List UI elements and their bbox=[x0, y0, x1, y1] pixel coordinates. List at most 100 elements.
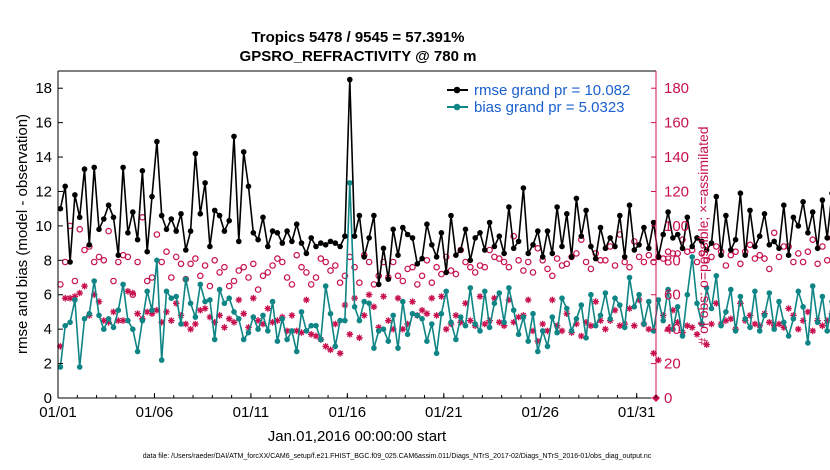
obs-possible-point bbox=[283, 274, 291, 281]
obs-possible-point bbox=[746, 241, 754, 249]
rmse-point bbox=[149, 193, 155, 200]
bias-point bbox=[568, 328, 575, 334]
obs-possible-point bbox=[452, 270, 460, 278]
rmse-point bbox=[347, 76, 353, 83]
obs-assimilated-point bbox=[486, 317, 493, 324]
bias-point bbox=[57, 364, 64, 370]
obs-possible-point bbox=[819, 243, 826, 250]
obs-possible-point bbox=[351, 263, 358, 271]
obs-assimilated-point bbox=[582, 319, 590, 326]
obs-possible-point bbox=[794, 250, 802, 257]
rmse-point bbox=[81, 166, 88, 172]
obs-possible-point bbox=[336, 279, 344, 287]
rmse-point bbox=[419, 255, 425, 262]
bias-point bbox=[134, 348, 141, 355]
y-tick-label: 6 bbox=[44, 287, 52, 304]
obs-assimilated-point bbox=[259, 320, 267, 328]
rmse-point bbox=[443, 269, 450, 276]
bias-point bbox=[231, 309, 237, 315]
bias-point bbox=[612, 295, 618, 302]
bias-point bbox=[72, 297, 78, 303]
bias-point bbox=[289, 328, 295, 334]
obs-possible-point bbox=[90, 258, 98, 266]
rmse-point bbox=[477, 230, 483, 236]
bias-point bbox=[274, 338, 281, 345]
obs-possible-point bbox=[298, 263, 305, 271]
obs-possible-point bbox=[230, 277, 238, 285]
rmse-point bbox=[110, 214, 117, 221]
obs-assimilated-point bbox=[524, 296, 532, 304]
obs-assimilated-point bbox=[438, 293, 445, 300]
obs-possible-point bbox=[250, 260, 257, 268]
rmse-point bbox=[564, 211, 570, 217]
obs-assimilated-point bbox=[819, 322, 826, 329]
obs-possible-point bbox=[264, 269, 272, 276]
obs-assimilated-point bbox=[307, 331, 315, 338]
rmse-point bbox=[371, 212, 377, 219]
obs-assimilated-point bbox=[385, 317, 392, 324]
rmse-point bbox=[554, 204, 560, 210]
bias-point bbox=[718, 322, 724, 329]
obs-assimilated-point bbox=[216, 312, 223, 319]
bias-point bbox=[168, 295, 175, 302]
obs-possible-point bbox=[211, 256, 219, 264]
bias-point bbox=[236, 316, 242, 322]
rmse-point bbox=[356, 212, 363, 219]
bias-point bbox=[76, 364, 83, 370]
rmse-point bbox=[612, 243, 618, 250]
obs-possible-point bbox=[293, 251, 301, 259]
obs-assimilated-point bbox=[182, 320, 190, 328]
rmse-point bbox=[250, 230, 257, 236]
obs-possible-point bbox=[356, 279, 363, 287]
obs-possible-point bbox=[418, 272, 426, 280]
obs-possible-point bbox=[524, 258, 532, 266]
rmse-point bbox=[76, 214, 83, 221]
obs-assimilated-point bbox=[611, 306, 619, 314]
bias-point bbox=[728, 286, 734, 293]
obs-assimilated-point bbox=[322, 343, 329, 350]
bias-point bbox=[713, 273, 720, 279]
y-axis-label: rmse and bias (model - observation) bbox=[14, 114, 31, 354]
bias-point bbox=[163, 288, 170, 295]
bias-point bbox=[375, 328, 382, 334]
y-tick-label: 2 bbox=[44, 356, 52, 373]
rmse-point bbox=[646, 245, 652, 252]
obs-possible-point bbox=[153, 231, 161, 238]
obs-possible-point bbox=[765, 265, 773, 273]
obs-possible-point bbox=[240, 263, 248, 271]
bias-point bbox=[279, 316, 286, 322]
bias-point bbox=[86, 310, 93, 317]
rmse-point bbox=[506, 204, 512, 210]
obs-possible-point bbox=[751, 255, 759, 262]
bias-point bbox=[158, 357, 165, 363]
obs-assimilated-point bbox=[187, 325, 194, 333]
obs-assimilated-point bbox=[225, 315, 233, 323]
rmse-point bbox=[718, 252, 724, 258]
y-tick-label: 18 bbox=[35, 80, 52, 97]
obs-assimilated-point bbox=[288, 312, 296, 319]
obs-assimilated-point bbox=[66, 294, 74, 302]
rmse-point bbox=[255, 236, 261, 243]
obs-possible-point bbox=[327, 267, 334, 274]
obs-possible-point bbox=[312, 274, 320, 281]
bias-point bbox=[96, 312, 102, 319]
obs-possible-point bbox=[341, 272, 349, 280]
rmse-point bbox=[216, 212, 223, 219]
obs-possible-point bbox=[413, 281, 421, 288]
obs-assimilated-point bbox=[360, 312, 368, 319]
obs-assimilated-point bbox=[134, 310, 141, 317]
bias-point bbox=[303, 328, 310, 334]
rmse-point bbox=[641, 224, 647, 231]
bias-point bbox=[699, 321, 705, 327]
bias-point bbox=[674, 304, 681, 310]
obs-assimilated-point bbox=[394, 294, 402, 302]
x-axis-label: Jan.01,2016 00:00:00 start bbox=[268, 428, 447, 445]
legend-bias-text: bias grand pr = 5.0323 bbox=[474, 99, 625, 116]
obs-possible-point bbox=[259, 272, 267, 280]
legend-box bbox=[442, 75, 650, 118]
obs-possible-point bbox=[814, 260, 821, 268]
rmse-point bbox=[699, 238, 705, 245]
rmse-point bbox=[429, 242, 435, 248]
obs-assimilated-point bbox=[95, 298, 103, 305]
